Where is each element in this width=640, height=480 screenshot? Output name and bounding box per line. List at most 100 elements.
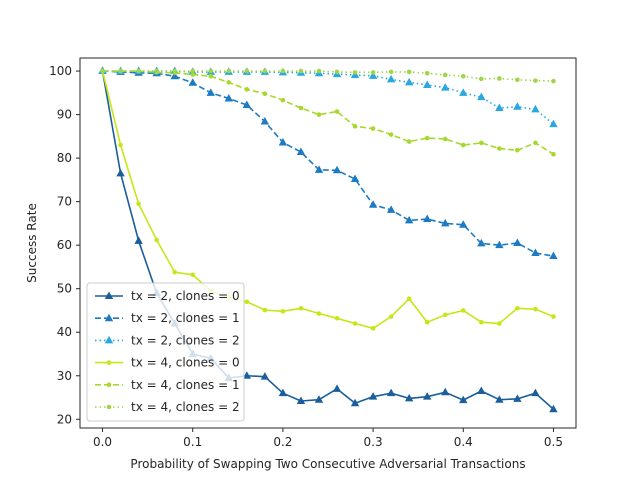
- data-point: [460, 308, 466, 313]
- data-point: [551, 314, 556, 319]
- data-point: [388, 132, 394, 137]
- data-point: [278, 137, 288, 146]
- y-tick-label: 70: [57, 195, 72, 209]
- data-point: [477, 238, 486, 247]
- data-point: [479, 76, 484, 82]
- legend-entry: tx = 4, clones = 2: [95, 400, 240, 414]
- data-point: [404, 215, 414, 224]
- data-point: [459, 88, 468, 96]
- data-point: [406, 69, 412, 75]
- data-point: [406, 139, 412, 144]
- data-point: [370, 126, 376, 131]
- data-point: [388, 314, 394, 319]
- legend-entry: tx = 2, clones = 0: [95, 289, 240, 303]
- data-point: [441, 387, 450, 396]
- data-point: [262, 91, 268, 96]
- data-point: [404, 77, 414, 86]
- data-point: [172, 68, 177, 74]
- series-line: [102, 70, 554, 155]
- data-point: [332, 384, 342, 392]
- data-point: [314, 165, 324, 173]
- legend-marker: [104, 335, 114, 344]
- data-point: [118, 142, 123, 148]
- y-tick-label: 50: [57, 282, 72, 296]
- x-tick-label: 0.1: [183, 435, 202, 449]
- data-point: [495, 395, 504, 403]
- data-point: [497, 76, 502, 81]
- data-point: [406, 296, 412, 302]
- data-point: [170, 71, 179, 80]
- data-point: [190, 72, 196, 77]
- data-point: [262, 307, 268, 313]
- data-point: [334, 316, 340, 321]
- data-point: [190, 68, 196, 74]
- data-point: [441, 218, 450, 227]
- data-point: [424, 319, 430, 325]
- data-point: [459, 395, 468, 404]
- series-line: [101, 70, 554, 330]
- data-point: [495, 240, 504, 249]
- data-point: [352, 70, 358, 75]
- data-point: [298, 105, 304, 111]
- data-point: [549, 119, 558, 128]
- x-tick-label: 0.0: [93, 435, 112, 449]
- legend-entry: tx = 2, clones = 1: [95, 311, 240, 325]
- x-tick-label: 0.4: [454, 435, 473, 449]
- legend: tx = 2, clones = 0 tx = 2, clones = 1 tx =…: [86, 282, 245, 422]
- data-point: [533, 140, 538, 146]
- data-point: [118, 68, 123, 74]
- data-point: [442, 136, 448, 142]
- data-point: [172, 269, 177, 275]
- data-point: [513, 394, 522, 402]
- data-point: [224, 93, 233, 102]
- data-point: [423, 80, 432, 88]
- data-point: [386, 205, 396, 213]
- data-point: [314, 395, 324, 403]
- data-point: [477, 386, 486, 394]
- data-point: [226, 80, 232, 85]
- data-point: [497, 146, 502, 151]
- data-point: [316, 311, 322, 316]
- series-6: [100, 68, 556, 84]
- data-point: [226, 68, 232, 74]
- data-point: [386, 74, 396, 83]
- data-point: [190, 272, 196, 278]
- data-point: [442, 312, 448, 318]
- data-point: [423, 214, 432, 223]
- data-point: [533, 78, 538, 83]
- data-point: [244, 299, 250, 305]
- data-point: [262, 68, 268, 74]
- y-tick-label: 100: [49, 64, 72, 78]
- x-axis: 0.0 0.1 0.2 0.3 0.4 0.5: [93, 428, 563, 449]
- data-point: [424, 70, 430, 76]
- data-point: [515, 77, 520, 83]
- data-point: [244, 87, 250, 92]
- data-point: [154, 68, 159, 74]
- data-point: [350, 398, 360, 407]
- series-2: [98, 66, 558, 260]
- data-point: [260, 117, 270, 125]
- legend-label: tx = 2, clones = 2: [131, 333, 240, 347]
- data-point: [497, 321, 502, 326]
- data-point: [100, 68, 105, 74]
- series-line: [102, 70, 554, 125]
- data-point: [513, 102, 522, 110]
- data-point: [208, 68, 214, 74]
- data-point: [296, 396, 306, 405]
- data-point: [208, 73, 214, 79]
- axes-frame: [79, 57, 577, 429]
- data-point: [334, 109, 340, 114]
- x-axis-label: Probability of Swapping Two Consecutive …: [130, 457, 525, 471]
- data-point: [352, 321, 358, 326]
- data-point: [154, 237, 159, 243]
- data-point: [316, 112, 322, 117]
- y-axis: 20 30 40 50 60 70 80 90 100: [49, 64, 80, 426]
- data-point: [368, 200, 378, 208]
- legend-entry: tx = 4, clones = 1: [95, 378, 240, 392]
- x-tick-label: 0.2: [273, 435, 292, 449]
- legend-entry: tx = 4, clones = 0: [95, 356, 240, 370]
- data-point: [388, 69, 394, 75]
- data-point: [370, 70, 376, 75]
- data-point: [477, 92, 486, 101]
